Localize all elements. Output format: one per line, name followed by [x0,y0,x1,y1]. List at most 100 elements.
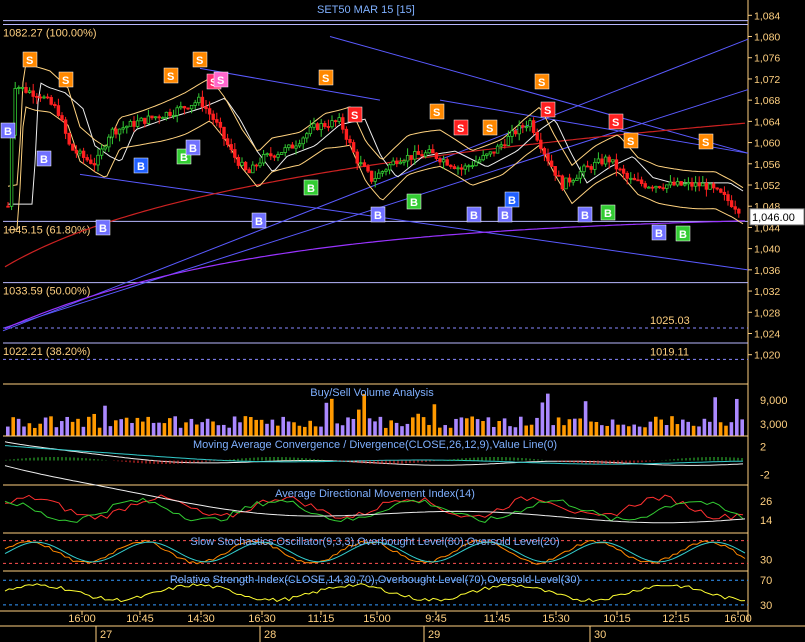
candle-body [344,128,349,140]
candle-body [355,151,359,164]
candle-body [143,117,147,124]
volume-bar [405,423,410,436]
candle-body [67,132,71,145]
sell-signal-box [58,71,74,88]
candle-body [269,153,273,157]
volume-bar [330,398,334,436]
last-price-box [749,208,805,226]
candle-body [218,121,223,128]
candle-body [71,143,75,151]
candle-body [27,90,32,93]
volume-bar [421,417,426,436]
candle-body [517,125,521,135]
volume-bar [259,419,264,436]
sell-signal-box [623,132,639,149]
volume-bar [238,422,242,436]
volume-bar [184,422,188,436]
volume-bar [486,417,491,436]
volume-bar [735,398,739,436]
stoch-d-line [4,541,746,563]
sell-signal-box [192,51,208,68]
volume-bar [11,417,15,436]
candle-body [463,165,467,170]
candle-body [708,183,712,190]
candle-body [157,116,161,119]
candle-body [99,148,104,156]
candle-body [405,155,410,162]
volume-bar [643,427,647,436]
candle-body [233,149,237,158]
buy-signal-box [504,191,520,208]
fib-level-label: 1033.59 (50.00%) [3,286,90,298]
candle-body [438,158,442,163]
candle-body [85,157,89,161]
volume-bar [227,427,231,436]
candle-body [528,120,532,128]
volume-bar [610,419,615,436]
volume-bar [6,426,10,436]
candle-body [45,96,50,99]
candle-body [326,126,331,128]
trend-channel-line [79,173,749,271]
candle-body [128,120,133,127]
buy-signal-label: B [307,183,315,195]
y-tick-label: 1,060 [754,138,780,150]
candle-body [503,144,507,147]
volume-bar [416,413,420,436]
candles [6,81,741,218]
volume-bar [605,425,609,436]
sell-signal-box [482,119,498,136]
y-tick-label: 1,072 [754,74,780,86]
volume-bar [362,393,366,436]
candle-body [387,164,392,171]
candle-body [686,182,691,185]
candle-body [546,153,550,162]
x-tick-label: 16:00 [68,613,96,625]
candle-body [575,177,579,181]
volume-bar [270,419,275,436]
x-tick-label: 11:15 [308,613,335,625]
volume-bar [497,421,501,436]
candle-body [287,144,291,149]
volume-bar [168,418,172,436]
x-tick-label: 15:30 [542,613,570,625]
volume-bar [740,419,744,436]
candle-body [679,181,683,186]
candle-body [362,162,367,167]
volume-bar [697,426,701,436]
candle-body [672,181,676,186]
buy-signal-label: B [508,195,516,207]
volume-bar [211,421,215,436]
candle-body [409,155,413,160]
volume-bar [276,425,280,436]
volume-bar [583,401,588,436]
candle-body [78,150,82,154]
volume-bar [470,416,474,436]
candle-body [690,182,694,187]
candle-body [384,169,388,172]
volume-bar [297,425,302,436]
volume-bar [286,421,291,436]
candle-body [557,174,561,177]
buy-signal-label: B [40,154,48,166]
buy-signal-label: B [410,197,418,209]
candle-body [161,117,165,119]
sell-signal-box [608,113,624,130]
volume-bar [659,419,663,436]
indicator-panel: 30 Slow Stochastics Oscillator(9,3,3),Ove… [3,532,772,567]
panel-y-tick-label: 3,000 [760,419,788,431]
candle-body [42,96,46,99]
candle-body [290,144,295,149]
candle-body [434,152,439,159]
volume-bar [578,418,582,436]
buy-signal-box [0,122,16,139]
panel-y-tick-label: 70 [760,575,772,587]
candle-body [474,161,478,167]
volume-bar [454,418,458,436]
volume-bar [540,402,545,436]
buy-signal-label: B [655,228,663,240]
y-tick-label: 1,020 [754,350,780,362]
candle-body [564,177,568,190]
